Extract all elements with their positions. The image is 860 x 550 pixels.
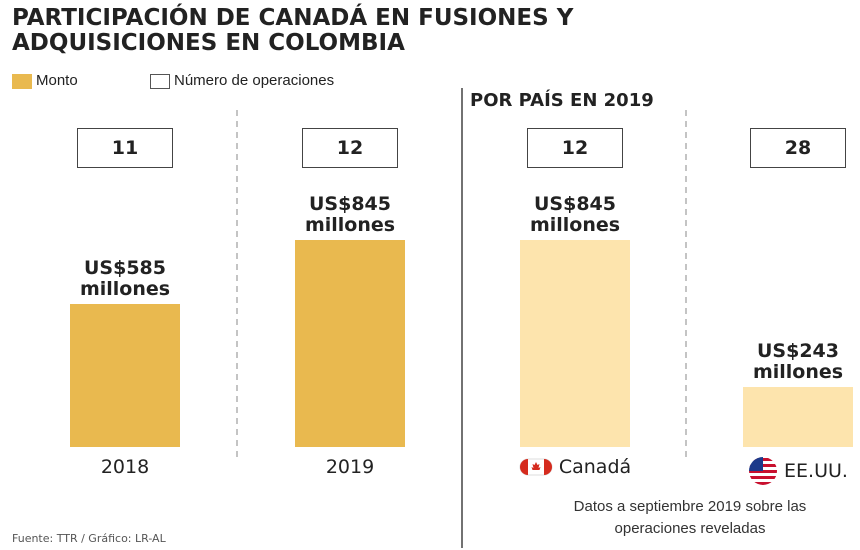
subtitle: POR PAÍS EN 2019 xyxy=(470,90,654,111)
flag-icon xyxy=(748,456,778,486)
count-box: 12 xyxy=(527,128,623,168)
count-box: 11 xyxy=(77,128,173,168)
flag-icon xyxy=(519,458,553,476)
count-box: 12 xyxy=(302,128,398,168)
category-label: EE.UU. xyxy=(713,456,860,486)
bar xyxy=(295,240,405,447)
legend-swatch xyxy=(12,74,32,89)
category-text: Canadá xyxy=(558,456,632,478)
source: Fuente: TTR / Gráfico: LR-AL xyxy=(12,532,166,545)
bar xyxy=(520,240,630,447)
category-label: 2018 xyxy=(40,456,210,478)
value-label: US$243 millones xyxy=(752,340,844,384)
legend-swatch xyxy=(150,74,170,89)
category-text: 2019 xyxy=(325,456,375,478)
value-label: US$845 millones xyxy=(304,193,396,236)
category-label: 2019 xyxy=(265,456,435,478)
count-box: 28 xyxy=(750,128,846,168)
title: PARTICIPACIÓN DE CANADÁ EN FUSIONES Y AD… xyxy=(12,5,574,56)
category-label: Canadá xyxy=(490,456,660,478)
value-label: US$845 millones xyxy=(529,193,621,236)
category-text: EE.UU. xyxy=(784,460,848,482)
legend-label: Monto xyxy=(36,72,78,89)
value-label: US$585 millones xyxy=(79,256,171,300)
category-text: 2018 xyxy=(100,456,150,478)
legend-label: Número de operaciones xyxy=(174,72,335,89)
bar xyxy=(70,303,180,447)
bar xyxy=(743,387,853,447)
note: Datos a septiembre 2019 sobre las operac… xyxy=(573,498,807,537)
